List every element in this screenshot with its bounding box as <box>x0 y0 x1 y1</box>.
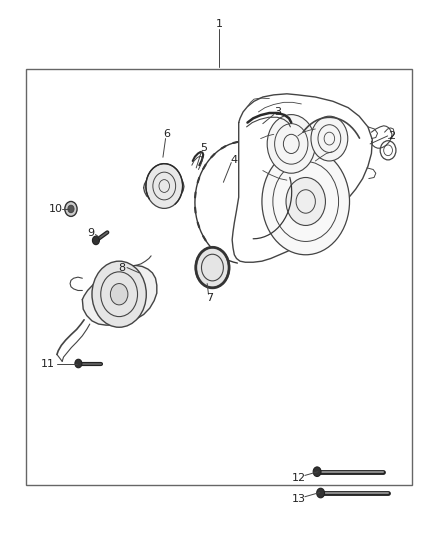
Circle shape <box>262 148 350 255</box>
Polygon shape <box>82 265 157 325</box>
Polygon shape <box>144 173 184 199</box>
Circle shape <box>65 201 77 216</box>
Circle shape <box>110 284 128 305</box>
Circle shape <box>196 247 229 288</box>
Text: 9: 9 <box>88 228 95 238</box>
Circle shape <box>92 261 146 327</box>
Text: 13: 13 <box>292 495 306 504</box>
Text: 1: 1 <box>215 19 223 29</box>
Circle shape <box>92 236 99 245</box>
Text: 4: 4 <box>231 155 238 165</box>
Bar <box>26 69 412 485</box>
Circle shape <box>313 467 321 477</box>
Text: 3: 3 <box>275 107 282 117</box>
Circle shape <box>286 177 325 225</box>
Text: 11: 11 <box>41 359 55 368</box>
Text: 6: 6 <box>163 130 170 139</box>
Circle shape <box>311 116 348 161</box>
Circle shape <box>317 488 325 498</box>
Text: 2: 2 <box>389 131 396 141</box>
Text: 7: 7 <box>206 294 213 303</box>
Text: 5: 5 <box>200 143 207 153</box>
Text: 10: 10 <box>49 205 63 214</box>
Circle shape <box>68 205 74 213</box>
Circle shape <box>75 359 82 368</box>
Text: 8: 8 <box>118 263 125 272</box>
Text: 12: 12 <box>292 473 306 483</box>
Circle shape <box>267 115 315 173</box>
Circle shape <box>146 164 183 208</box>
